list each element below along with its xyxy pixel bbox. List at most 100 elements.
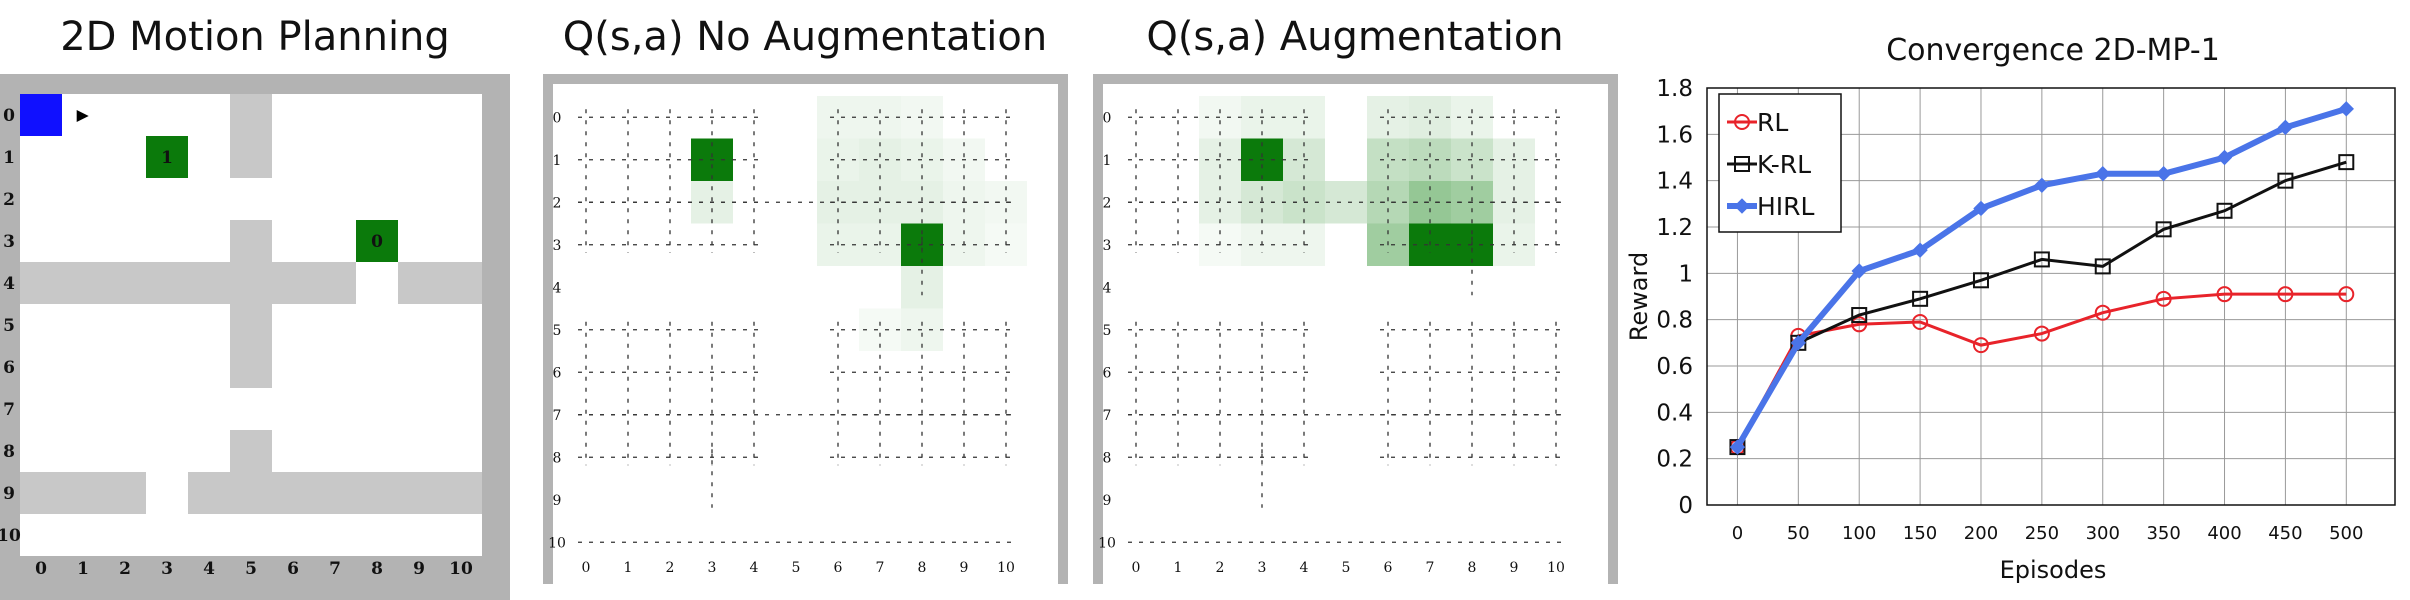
- data-point: [1729, 439, 1746, 455]
- wall-cell: [20, 262, 62, 304]
- data-point: [1972, 272, 1989, 289]
- data-point: [2277, 119, 2294, 136]
- y-tick-label: 4: [3, 274, 15, 294]
- x-tick-label: 1: [77, 559, 89, 579]
- data-point: [2094, 258, 2111, 275]
- y-tick-label: 7: [553, 408, 562, 424]
- y-tick-label: 0.2: [1656, 447, 1693, 473]
- y-tick-label: 5: [1103, 323, 1112, 339]
- wall-cell: [146, 262, 188, 304]
- y-tick-label: 9: [3, 484, 15, 504]
- x-tick-label: 1: [624, 560, 633, 576]
- wall-cell: [62, 262, 104, 304]
- x-tick-label: 2: [119, 559, 131, 579]
- x-tick-label: 7: [329, 559, 341, 579]
- x-tick-label: 150: [1903, 523, 1937, 544]
- data-point: [1851, 316, 1868, 333]
- y-tick-label: 0: [553, 110, 562, 126]
- data-point: [1973, 200, 1989, 217]
- x-tick-label: 8: [918, 560, 927, 576]
- y-tick-label: 3: [3, 232, 15, 252]
- y-tick-label: 2: [553, 195, 562, 211]
- x-tick-label: 0: [35, 559, 47, 579]
- x-tick-label: 5: [245, 559, 257, 579]
- y-tick-label: 1: [1103, 153, 1112, 169]
- panel-title-q-aug: Q(s,a) Augmentation: [1146, 14, 1564, 60]
- wall-cell: [230, 304, 272, 346]
- y-tick-label: 0: [1678, 493, 1693, 519]
- x-tick-label: 4: [203, 559, 215, 579]
- y-tick-label: 9: [1103, 493, 1112, 509]
- y-tick-label: 7: [1103, 408, 1112, 424]
- goal-cell: [356, 220, 398, 262]
- wall-cell: [356, 472, 398, 514]
- agent-direction-arrow-icon: [76, 109, 89, 122]
- x-tick-label: 10: [997, 560, 1015, 576]
- y-tick-label: 10: [548, 535, 566, 551]
- y-tick-label: 0.6: [1656, 354, 1693, 380]
- wall-cell: [398, 262, 440, 304]
- wall-cell: [272, 472, 314, 514]
- data-point: [2338, 101, 2354, 117]
- x-tick-label: 0: [1732, 523, 1743, 544]
- y-tick-label: 1.2: [1656, 215, 1693, 241]
- data-point: [1734, 114, 1750, 130]
- plot-area-border: [1706, 87, 2396, 506]
- y-tick-label: 3: [1103, 238, 1112, 254]
- goal-cell: [146, 136, 188, 178]
- x-tick-label: 6: [834, 560, 843, 576]
- y-tick-label: 2: [3, 190, 15, 210]
- series-line-rl: [1736, 292, 2347, 448]
- q-background: [553, 84, 1058, 584]
- y-tick-label: 10: [1098, 535, 1116, 551]
- y-tick-label: 6: [553, 365, 562, 381]
- data-point: [2033, 325, 2050, 342]
- wall-cell: [230, 94, 272, 136]
- y-tick-label: 0.4: [1656, 400, 1693, 426]
- data-point: [1851, 307, 1868, 324]
- x-tick-label: 10: [449, 559, 473, 579]
- panel-title-q-no-aug: Q(s,a) No Augmentation: [562, 14, 1048, 60]
- x-tick-label: 3: [1258, 560, 1267, 576]
- legend-label: K-RL: [1757, 150, 1811, 179]
- data-point: [2338, 286, 2355, 303]
- chart-title: Convergence 2D-MP-1: [1886, 33, 2220, 68]
- data-point: [2094, 304, 2111, 321]
- convergence-chart: Convergence 2D-MP-1 0 0.2 0.4 0.6 0.8 1 1.2 1.4 1…: [1625, 33, 2396, 584]
- x-tick-label: 7: [876, 560, 885, 576]
- q-map-augmentation: 0 0 1 1 2 2 3 3 4 4 5 5 6 6 7 7 8 8 9 9 10 10: [1093, 74, 1618, 584]
- x-tick-label: 10: [1547, 560, 1565, 576]
- wall-cell: [104, 262, 146, 304]
- data-point: [2034, 177, 2050, 194]
- data-point: [2155, 290, 2172, 307]
- y-tick-label: 2: [1103, 195, 1112, 211]
- wall-cell: [230, 220, 272, 262]
- wall-cell: [188, 262, 230, 304]
- data-point: [2216, 286, 2233, 303]
- y-tick-label: 3: [553, 238, 562, 254]
- y-axis-label: Reward: [1625, 252, 1653, 341]
- x-tick-label: 7: [1426, 560, 1435, 576]
- q-background: [1103, 84, 1608, 584]
- y-tick-label: 0: [3, 106, 15, 126]
- q-map-no-augmentation: 0 0 1 1 2 2 3 3 4 4 5 5 6 6 7 7 8 8 9 9 10 10: [543, 74, 1068, 584]
- panel-title-motion: 2D Motion Planning: [60, 14, 450, 60]
- x-tick-label: 450: [2268, 523, 2302, 544]
- y-tick-label: 10: [0, 526, 21, 546]
- wall-cell: [314, 472, 356, 514]
- wall-cell: [272, 262, 314, 304]
- y-tick-label: 8: [1103, 450, 1112, 466]
- x-tick-label: 300: [2086, 523, 2120, 544]
- goal-label: 0: [371, 232, 383, 252]
- x-tick-label: 5: [792, 560, 801, 576]
- data-point: [2216, 202, 2233, 219]
- x-tick-label: 6: [287, 559, 299, 579]
- x-tick-label: 9: [960, 560, 969, 576]
- wall-cell: [230, 262, 272, 304]
- data-point: [1912, 242, 1928, 258]
- y-tick-label: 4: [553, 280, 562, 296]
- data-point: [2155, 221, 2172, 238]
- wall-cell: [398, 472, 440, 514]
- wall-cell: [314, 262, 356, 304]
